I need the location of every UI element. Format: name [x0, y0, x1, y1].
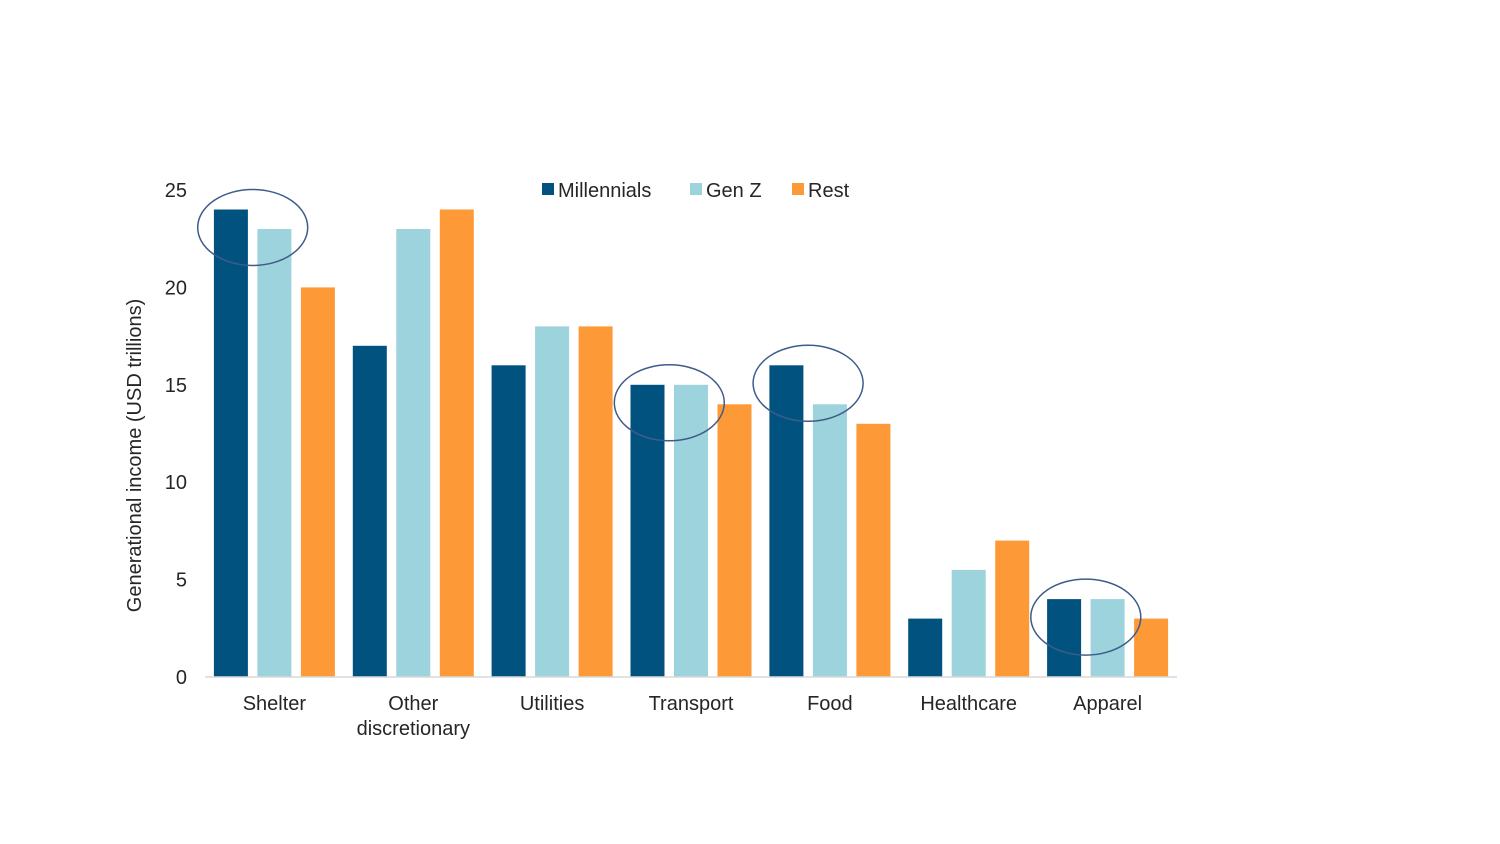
x-axis-labels: Shelter Other discretionary Utilities Transp… — [243, 693, 1142, 740]
bar-millennials-utilities — [491, 365, 526, 677]
highlight-ellipse-transport — [613, 364, 726, 442]
y-tick-label: 10 — [165, 472, 187, 494]
bar-gen-z-food — [812, 404, 847, 677]
legend-label-gen-z: Gen Z — [706, 180, 762, 202]
y-tick-label: 20 — [165, 277, 187, 299]
x-tick-label: Shelter — [243, 693, 307, 715]
bar-rest-shelter — [300, 287, 335, 677]
bar-rest-transport — [717, 404, 752, 677]
x-tick-label: Other discretionary — [357, 693, 470, 740]
bar-millennials-food — [769, 365, 804, 677]
bar-millennials-shelter — [213, 209, 248, 677]
y-tick-label: 15 — [165, 375, 187, 397]
bar-rest-other-discretionary — [439, 209, 474, 677]
bar-gen-z-transport — [674, 384, 708, 677]
bar-millennials-transport — [630, 384, 665, 677]
highlight-ellipse-shelter — [196, 188, 309, 267]
bar-gen-z-apparel — [1090, 599, 1125, 677]
bar-millennials-healthcare — [908, 618, 943, 677]
bar-rest-healthcare — [995, 540, 1030, 677]
x-tick-label: Transport — [649, 693, 734, 715]
y-tick-label: 25 — [165, 180, 187, 202]
bar-millennials-other-discretionary — [352, 345, 387, 677]
bar-gen-z-other-discretionary — [396, 229, 431, 677]
y-tick-label: 5 — [176, 570, 187, 592]
bar-rest-food — [856, 423, 891, 677]
x-tick-label: Apparel — [1073, 693, 1142, 715]
bar-rest-utilities — [578, 326, 613, 677]
y-tick-label: 0 — [176, 667, 187, 689]
x-tick-label: Healthcare — [920, 693, 1017, 715]
highlight-ellipse-food — [752, 344, 864, 423]
x-tick-label: Utilities — [520, 693, 584, 715]
x-tick-label: Food — [807, 693, 853, 715]
bar-gen-z-shelter — [257, 229, 292, 677]
bars — [213, 209, 1169, 677]
y-axis-ticks: 0 5 10 15 20 25 — [165, 180, 187, 689]
legend-swatch-rest — [792, 183, 804, 195]
legend-label-millennials: Millennials — [558, 180, 651, 202]
bar-gen-z-healthcare — [951, 569, 986, 677]
legend: Millennials Gen Z Rest — [542, 180, 850, 202]
legend-swatch-gen-z — [690, 183, 702, 195]
legend-label-rest: Rest — [808, 180, 850, 202]
highlight-ellipse-apparel — [1030, 578, 1142, 656]
bar-millennials-apparel — [1047, 599, 1082, 677]
legend-swatch-millennials — [542, 183, 554, 195]
bar-gen-z-utilities — [535, 326, 570, 677]
bar-rest-apparel — [1134, 618, 1169, 677]
y-axis-label: Generational income (USD trillions) — [124, 299, 146, 612]
